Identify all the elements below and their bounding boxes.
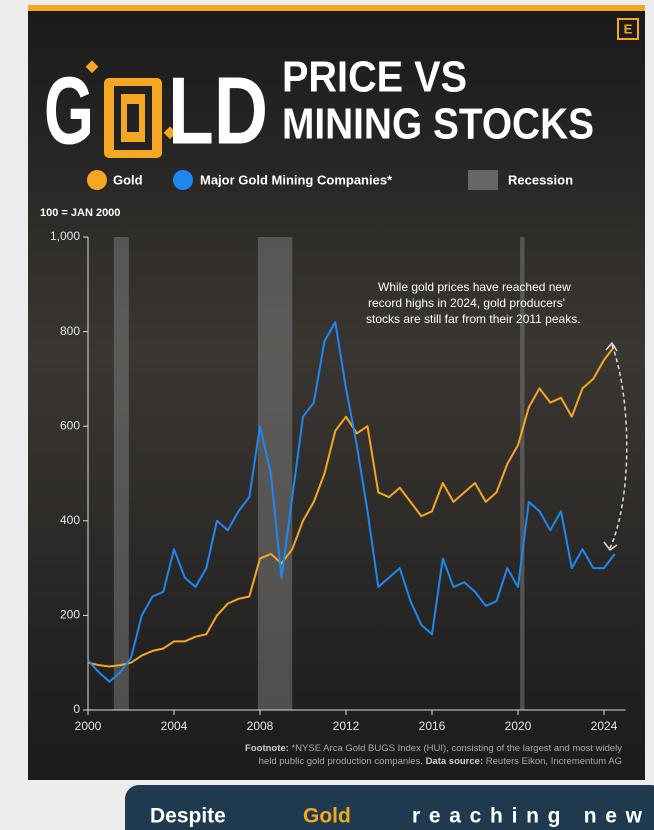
logo: E (624, 21, 633, 36)
callout-text: reaching new (412, 805, 643, 828)
title-line-2: MINING STOCKS (282, 100, 594, 149)
recession-band (113, 237, 129, 710)
annotation: While gold prices have reached new (378, 280, 571, 294)
legend-swatch (87, 170, 107, 190)
footnote: held public gold production companies. D… (259, 756, 622, 767)
y-tick-label: 800 (60, 324, 80, 338)
y-tick-label: 1,000 (50, 229, 80, 243)
plot: 0 200 400 600 800 1,000 2000 2004 2008 2012 2016 20… (50, 229, 626, 733)
callout-highlight: Gold (303, 805, 351, 828)
legend-swatch (468, 170, 498, 190)
legend-label: Gold (113, 172, 143, 187)
annotation: stocks are still far from their 2011 pea… (366, 312, 581, 326)
legend-label: Major Gold Mining Companies* (200, 172, 393, 187)
top-bar (28, 5, 645, 11)
title-line-1: PRICE VS (282, 53, 467, 102)
footnote-label: Footnote: (245, 743, 289, 754)
x-tick-label: 2024 (591, 719, 618, 733)
recession-band (257, 237, 293, 710)
footnote-text: *NYSE Arca Gold BUGS Index (HUI), consis… (291, 743, 622, 754)
annotation-arrow (609, 344, 628, 549)
x-tick-label: 2004 (161, 719, 188, 733)
series-line (87, 321, 616, 683)
title-ld: LD (168, 57, 268, 164)
legend-swatch (173, 170, 193, 190)
x-tick-label: 2020 (505, 719, 532, 733)
x-tick-label: 2000 (75, 719, 102, 733)
source-label: Data source: (426, 756, 484, 767)
y-tick-label: 200 (60, 608, 80, 622)
annotation: record highs in 2024, gold producers' (368, 296, 565, 310)
x-tick-label: 2012 (333, 719, 360, 733)
y-tick-label: 0 (73, 702, 80, 716)
callout-box (125, 785, 654, 830)
gold-bar-icon (85, 60, 177, 158)
legend-label: Recession (508, 172, 573, 187)
series-line (87, 345, 616, 668)
footnote-text: held public gold production companies. (259, 756, 423, 767)
logo-box (617, 18, 639, 40)
y-tick-label: 600 (60, 418, 80, 432)
footnote: Footnote: *NYSE Arca Gold BUGS Index (HU… (245, 743, 622, 754)
x-tick-label: 2016 (419, 719, 446, 733)
y-tick-label: 400 (60, 513, 80, 527)
x-tick-label: 2008 (247, 719, 274, 733)
title-g: G (44, 57, 94, 164)
unit-note: 100 = JAN 2000 (40, 207, 120, 219)
arrow-heads (603, 341, 618, 552)
recession-band (520, 237, 525, 710)
callout-text: Despite (150, 805, 226, 828)
source-text: Reuters Eikon, Incrementum AG (486, 756, 622, 767)
